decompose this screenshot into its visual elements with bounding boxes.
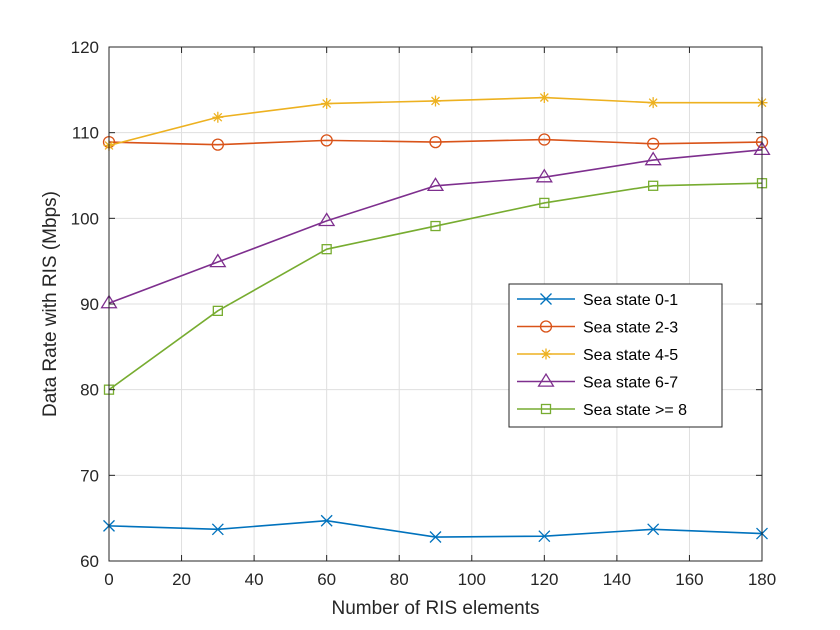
data-point — [538, 530, 551, 543]
legend-label: Sea state 2-3 — [583, 320, 678, 337]
x-axis-label: Number of RIS elements — [331, 598, 539, 619]
series-line — [108, 519, 763, 538]
data-point — [321, 244, 332, 255]
legend-entry: Sea state 6-7 — [517, 372, 678, 392]
legend-marker — [539, 320, 553, 333]
data-point — [430, 95, 441, 107]
data-point — [320, 514, 333, 527]
y-tick-label: 90 — [80, 295, 99, 314]
ticks — [108, 46, 763, 562]
series-line — [108, 182, 763, 391]
data-point — [209, 253, 227, 268]
tick-labels: 0 20 40 60 80 100 120 140 160 180 60 70 80 90 100 110 12… — [71, 38, 777, 589]
x-tick-label: 120 — [530, 570, 558, 589]
data-point — [647, 97, 659, 109]
series-2 — [102, 133, 769, 151]
y-tick-label: 100 — [71, 209, 99, 228]
legend-marker — [540, 293, 552, 305]
legend-entry: Sea state 4-5 — [517, 347, 678, 364]
data-point — [535, 168, 553, 183]
data-point — [538, 92, 550, 104]
x-tick-label: 180 — [748, 570, 776, 589]
legend-marker — [540, 403, 552, 415]
y-tick-label: 70 — [80, 466, 99, 485]
legend-label: Sea state >= 8 — [583, 402, 687, 419]
legend-marker — [537, 372, 555, 387]
x-tick-label: 20 — [172, 570, 191, 589]
y-axis-label: Data Rate with RIS (Mbps) — [40, 191, 61, 417]
x-tick-label: 40 — [245, 570, 264, 589]
data-point — [647, 523, 660, 536]
legend-marker — [540, 348, 552, 360]
data-point — [429, 135, 442, 149]
data-point — [648, 180, 659, 191]
x-tick-label: 0 — [104, 570, 113, 589]
y-tick-label: 110 — [72, 124, 99, 143]
data-point — [647, 137, 660, 150]
data-point — [538, 133, 551, 146]
x-tick-label: 100 — [458, 570, 486, 589]
series-5 — [103, 178, 768, 395]
series-4 — [100, 141, 771, 309]
y-tick-label: 60 — [80, 552, 99, 571]
legend-label: Sea state 6-7 — [583, 375, 678, 392]
x-tick-label: 140 — [603, 570, 631, 589]
data-point — [212, 111, 224, 123]
legend-entry: Sea state 2-3 — [517, 320, 678, 337]
data-point — [426, 177, 445, 192]
x-tick-label: 60 — [317, 570, 336, 589]
series-layer — [100, 92, 771, 543]
legend-label: Sea state 4-5 — [583, 347, 678, 364]
legend-entry: Sea state >= 8 — [517, 402, 687, 419]
x-tick-label: 80 — [390, 570, 409, 589]
data-point — [212, 305, 223, 317]
data-point — [321, 98, 333, 110]
data-point — [430, 220, 441, 232]
legend: Sea state 0-1 Sea state 2-3 Sea state 4-5 S… — [508, 283, 723, 428]
data-point — [318, 212, 336, 227]
series-line — [108, 149, 763, 304]
data-point — [211, 138, 224, 151]
x-tick-label: 160 — [675, 570, 703, 589]
legend-entry: Sea state 0-1 — [517, 292, 678, 309]
data-point — [429, 531, 442, 543]
series-line — [108, 138, 763, 146]
data-point — [211, 523, 224, 536]
y-tick-label: 120 — [71, 38, 99, 57]
y-tick-label: 80 — [80, 381, 99, 400]
data-point — [539, 197, 550, 209]
legend-label: Sea state 0-1 — [583, 292, 678, 309]
data-point — [320, 134, 333, 147]
data-point — [644, 151, 662, 166]
series-1 — [103, 514, 768, 543]
